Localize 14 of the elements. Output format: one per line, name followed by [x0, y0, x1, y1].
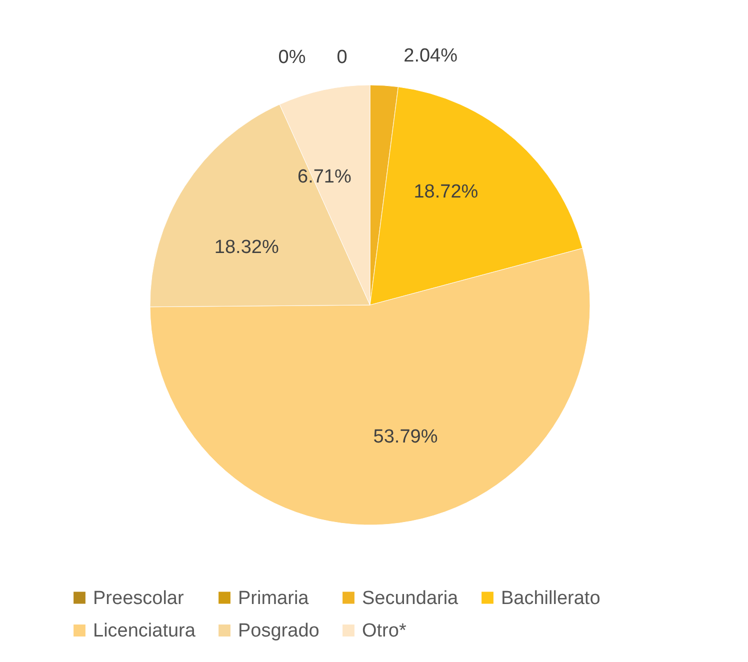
data-label: 18.32%: [214, 236, 279, 258]
legend-label: Preescolar: [93, 588, 184, 609]
legend-label: Otro*: [362, 620, 407, 642]
data-label: 6.71%: [298, 166, 352, 188]
legend-label: Posgrado: [238, 620, 320, 642]
legend-label: Secundaria: [362, 588, 459, 609]
text: 0%: [278, 47, 306, 68]
data-label: 18.72%: [414, 182, 478, 203]
data-label: 53.79%: [373, 426, 438, 448]
legend-label: Primaria: [238, 588, 310, 609]
legend-label: Bachillerato: [501, 588, 600, 609]
data-label: 2.04%: [404, 46, 458, 66]
legend-label: Licenciatura: [93, 620, 196, 642]
text: 0: [336, 47, 348, 68]
